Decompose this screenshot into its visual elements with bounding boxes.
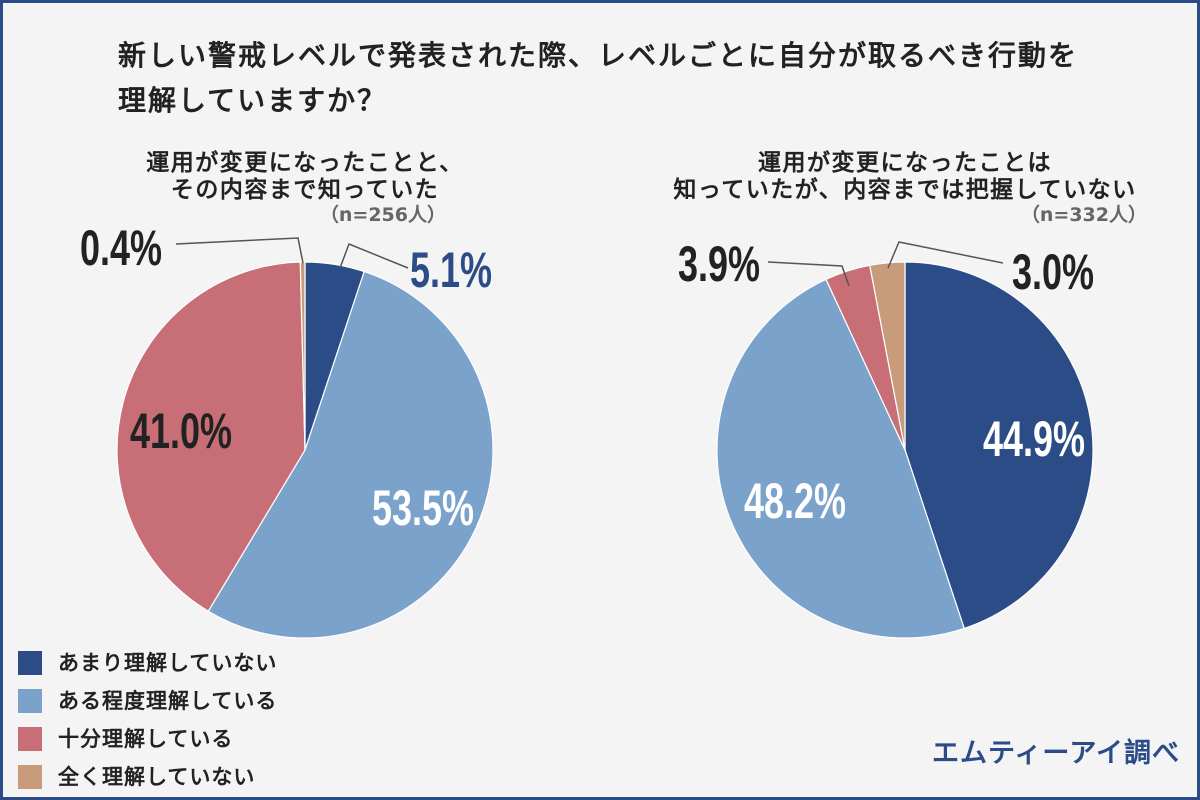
right-pie-heading-line-1: 運用が変更になったことは bbox=[758, 150, 1052, 176]
left-pie-value-label-understand-little: 5.1% bbox=[410, 243, 492, 298]
right-pie-slice-understand-little bbox=[904, 261, 1094, 630]
source-credit: エムティーアイ調べ bbox=[932, 738, 1180, 769]
legend-label: ある程度理解している bbox=[58, 689, 278, 713]
left-pie-heading-line-2: その内容まで知っていた bbox=[170, 177, 440, 203]
legend-item-understand-little: あまり理解していない bbox=[18, 644, 277, 682]
legend-swatch bbox=[18, 727, 42, 751]
left-pie-leader-line-understand-not-at-all bbox=[175, 237, 304, 264]
legend-item-understand-not-at-all: 全く理解していない bbox=[18, 758, 277, 796]
left-pie-heading-line-1: 運用が変更になったことと、 bbox=[146, 150, 464, 176]
right-pie-slice-understand-somewhat bbox=[716, 278, 965, 639]
left-pie-slice-understand-fully bbox=[116, 261, 306, 613]
right-pie-heading-line-2: 知っていたが、内容までは把握していない bbox=[673, 177, 1137, 203]
legend-label: 全く理解していない bbox=[58, 765, 256, 789]
left-pie-leader-line-understand-little bbox=[339, 243, 409, 269]
chart-title-line-2: 理解していますか？ bbox=[118, 84, 388, 117]
right-pie-leader-line-understand-fully bbox=[767, 261, 850, 287]
right-pie-value-label-understand-not-at-all: 3.0% bbox=[1012, 245, 1094, 300]
right-pie-value-label-understand-somewhat: 48.2% bbox=[744, 474, 846, 529]
left-pie: 5.1% 53.5% 41.0% 0.4% bbox=[80, 221, 494, 639]
legend-swatch bbox=[18, 651, 42, 675]
right-pie-leader-line-understand-not-at-all bbox=[887, 241, 1004, 269]
right-pie-value-label-understand-little: 44.9% bbox=[983, 412, 1085, 467]
chart-title: 新しい警戒レベルで発表された際、レベルごとに自分が取るべき行動を 理解しています… bbox=[118, 33, 1078, 123]
right-pie-value-label-understand-fully: 3.9% bbox=[678, 237, 760, 292]
right-pie: 44.9% 48.2% 3.9% 3.0% bbox=[678, 237, 1094, 639]
left-pie-value-label-understand-somewhat: 53.5% bbox=[372, 481, 474, 536]
legend-label: 十分理解している bbox=[58, 727, 234, 751]
left-pie-sample-size: （n=256人） bbox=[319, 204, 446, 226]
legend-item-understand-fully: 十分理解している bbox=[18, 720, 277, 758]
right-pie-slice-understand-not-at-all bbox=[869, 261, 906, 451]
right-pie-sample-size: （n=332人） bbox=[1020, 204, 1147, 226]
left-pie-slice-understand-somewhat bbox=[207, 270, 494, 639]
legend-swatch bbox=[18, 765, 42, 789]
left-pie-value-label-understand-fully: 41.0% bbox=[130, 404, 232, 459]
right-pie-heading: 運用が変更になったことは 知っていたが、内容までは把握していない bbox=[655, 150, 1155, 204]
legend: あまり理解していない ある程度理解している 十分理解している 全く理解していない bbox=[18, 644, 277, 796]
legend-swatch bbox=[18, 689, 42, 713]
left-pie-heading: 運用が変更になったことと、 その内容まで知っていた bbox=[55, 150, 555, 204]
left-pie-value-label-understand-not-at-all: 0.4% bbox=[80, 221, 162, 276]
chart-title-line-1: 新しい警戒レベルで発表された際、レベルごとに自分が取るべき行動を bbox=[118, 39, 1079, 72]
legend-label: あまり理解していない bbox=[58, 651, 278, 675]
legend-item-understand-somewhat: ある程度理解している bbox=[18, 682, 277, 720]
